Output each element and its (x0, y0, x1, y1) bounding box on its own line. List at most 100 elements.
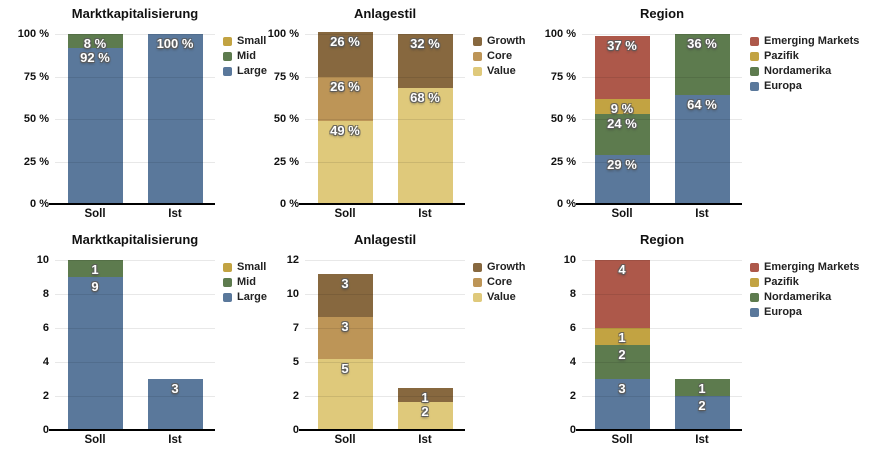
legend-swatch-icon (223, 66, 232, 76)
bar-ist[interactable]: 68 % 32 % (397, 34, 453, 204)
gridline (305, 76, 465, 78)
segment-growth[interactable] (317, 32, 373, 77)
y-tick-label: 10 (36, 254, 49, 266)
segment-europa[interactable] (674, 396, 730, 430)
legend-item-small[interactable]: Small (223, 261, 267, 273)
legend-item-europa[interactable]: Europa (750, 306, 859, 318)
segment-mid[interactable] (67, 34, 123, 48)
segment-large[interactable] (147, 34, 203, 204)
bar-soll[interactable]: 3 2 1 4 (594, 260, 650, 430)
bar-value-label: 9 % (610, 100, 634, 116)
segment-core[interactable] (317, 76, 373, 121)
legend-item-growth[interactable]: Growth (473, 35, 526, 47)
legend-item-pazifik[interactable]: Pazifik (750, 50, 859, 62)
legend-item-nordamerika[interactable]: Nordamerika (750, 291, 859, 303)
legend-swatch-icon (750, 277, 759, 287)
y-tick-label: 50 % (23, 113, 49, 125)
y-tick-label: 8 (42, 288, 49, 300)
chart-title: Marktkapitalisierung (71, 6, 199, 21)
gridline (305, 260, 465, 261)
legend-item-core[interactable]: Core (473, 276, 526, 288)
legend-item-core[interactable]: Core (473, 50, 526, 62)
legend-swatch-icon (473, 262, 482, 272)
legend-label: Emerging Markets (764, 261, 860, 273)
legend-swatch-icon (750, 262, 759, 272)
legend-item-growth[interactable]: Growth (473, 261, 526, 273)
legend-item-nordamerika[interactable]: Nordamerika (750, 65, 859, 77)
segment-value[interactable] (397, 401, 453, 430)
bar-soll[interactable]: 29 % 24 % 9 % 37 % (594, 34, 650, 204)
segment-growth[interactable] (317, 274, 373, 317)
bar-value-label: 1 (421, 389, 429, 405)
segment-emerging-markets[interactable] (594, 260, 650, 328)
x-axis-line (576, 429, 742, 431)
segment-emerging-markets[interactable] (594, 35, 650, 99)
y-tick-label: 10 (286, 288, 299, 300)
legend-item-mid[interactable]: Mid (223, 50, 267, 62)
segment-nordamerika[interactable] (594, 113, 650, 155)
segment-nordamerika[interactable] (674, 34, 730, 96)
legend-item-small[interactable]: Small (223, 35, 267, 47)
gridline (55, 119, 215, 120)
gridline (55, 362, 215, 363)
segment-value[interactable] (317, 120, 373, 204)
bar-ist[interactable]: 3 (147, 260, 203, 430)
bar-value-label: 49 % (330, 122, 360, 138)
bar-ist[interactable]: 100 % (147, 34, 203, 204)
segment-large[interactable] (147, 379, 203, 430)
legend-item-europa[interactable]: Europa (750, 80, 859, 92)
gridline (55, 76, 215, 78)
bar-value-label: 92 % (80, 49, 110, 65)
legend-item-emerging-markets[interactable]: Emerging Markets (750, 35, 859, 47)
segment-growth[interactable] (397, 387, 453, 402)
legend-item-pazifik[interactable]: Pazifik (750, 276, 859, 288)
x-axis-labels: Soll Ist (55, 434, 215, 450)
y-tick-label: 2 (42, 390, 49, 402)
legend-item-mid[interactable]: Mid (223, 276, 267, 288)
segment-nordamerika[interactable] (594, 345, 650, 379)
legend-swatch-icon (473, 66, 482, 76)
bar-ist[interactable]: 64 % 36 % (674, 34, 730, 204)
segment-growth[interactable] (397, 34, 453, 89)
segment-core[interactable] (317, 316, 373, 360)
gridline (305, 362, 465, 363)
x-axis-label-ist: Ist (418, 208, 432, 220)
legend-item-value[interactable]: Value (473, 291, 526, 303)
legend-label: Europa (764, 80, 802, 92)
bar-value-label: 24 % (607, 115, 637, 131)
segment-mid[interactable] (67, 260, 123, 277)
segment-large[interactable] (67, 47, 123, 204)
y-axis: 0 % 25 % 50 % 75 % 100 % (534, 0, 576, 225)
gridline (55, 328, 215, 329)
legend-label: Growth (487, 261, 526, 273)
segment-value[interactable] (317, 359, 373, 430)
segment-value[interactable] (397, 88, 453, 204)
chart-anlagestil-percent: Anlagestil 0 % 25 % 50 % 75 % 100 % 49 % 26 %… (257, 0, 595, 225)
x-axis-label-soll: Soll (84, 208, 106, 220)
y-tick-label: 2 (292, 390, 299, 402)
legend-item-large[interactable]: Large (223, 291, 267, 303)
legend-swatch-icon (473, 36, 482, 46)
segment-pazifik[interactable] (594, 98, 650, 114)
segment-europa[interactable] (674, 95, 730, 204)
segment-large[interactable] (67, 277, 123, 430)
legend-label: Core (487, 50, 513, 62)
bar-soll[interactable]: 92 % 8 % (67, 34, 123, 204)
segment-europa[interactable] (594, 154, 650, 204)
legend-swatch-icon (750, 292, 759, 302)
segment-nordamerika[interactable] (674, 379, 730, 396)
legend-label: Nordamerika (764, 65, 832, 77)
legend-item-large[interactable]: Large (223, 65, 267, 77)
segment-pazifik[interactable] (594, 328, 650, 345)
legend-item-value[interactable]: Value (473, 65, 526, 77)
bar-soll[interactable]: 5 3 3 (317, 260, 373, 430)
legend-item-emerging-markets[interactable]: Emerging Markets (750, 261, 859, 273)
x-axis-label-soll: Soll (611, 434, 633, 446)
segment-europa[interactable] (594, 379, 650, 430)
bar-soll[interactable]: 49 % 26 % 26 % (317, 32, 373, 204)
